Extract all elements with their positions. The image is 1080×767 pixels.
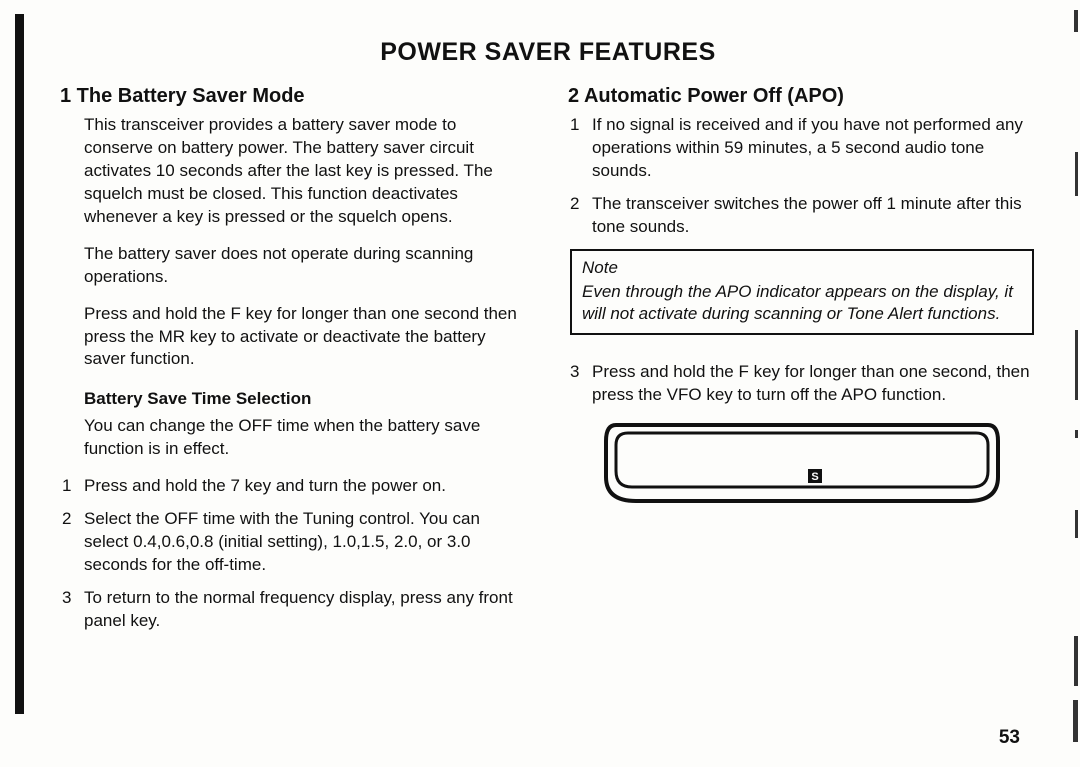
right-column: 2 Automatic Power Off (APO) If no signal… [568,85,1036,643]
binding-bar [15,14,24,714]
list-item: The transceiver switches the power off 1… [570,193,1036,239]
note-label: Note [582,257,1022,279]
paragraph: This transceiver provides a battery save… [84,114,528,229]
list-item: To return to the normal frequency displa… [62,587,528,633]
page-edge-marks [1072,0,1078,767]
list-item: If no signal is received and if you have… [570,114,1036,183]
svg-text:S: S [811,471,818,483]
list-item: Select the OFF time with the Tuning cont… [62,508,528,577]
left-column: 1 The Battery Saver Mode This transceive… [60,85,528,643]
list-item: Press and hold the 7 key and turn the po… [62,475,528,498]
page-number: 53 [999,727,1020,749]
steps-list: Press and hold the 7 key and turn the po… [62,475,528,633]
paragraph: Press and hold the F key for longer than… [84,303,528,372]
note-body: Even through the APO indicator appears o… [582,282,1013,323]
manual-page: POWER SAVER FEATURES 1 The Battery Saver… [0,0,1080,767]
list-item: Press and hold the F key for longer than… [570,361,1036,407]
sub-heading-battery-save-time: Battery Save Time Selection [84,389,528,409]
section-heading-apo: 2 Automatic Power Off (APO) [568,85,1036,108]
steps-list: Press and hold the F key for longer than… [570,361,1036,407]
lcd-display-diagram: S [602,421,1002,510]
page-title: POWER SAVER FEATURES [60,38,1036,67]
paragraph: The battery saver does not operate durin… [84,243,528,289]
content-columns: 1 The Battery Saver Mode This transceive… [60,85,1036,643]
paragraph: You can change the OFF time when the bat… [84,415,528,461]
steps-list: If no signal is received and if you have… [570,114,1036,239]
section-heading-battery-saver: 1 The Battery Saver Mode [60,85,528,108]
note-box: Note Even through the APO indicator appe… [570,249,1034,335]
